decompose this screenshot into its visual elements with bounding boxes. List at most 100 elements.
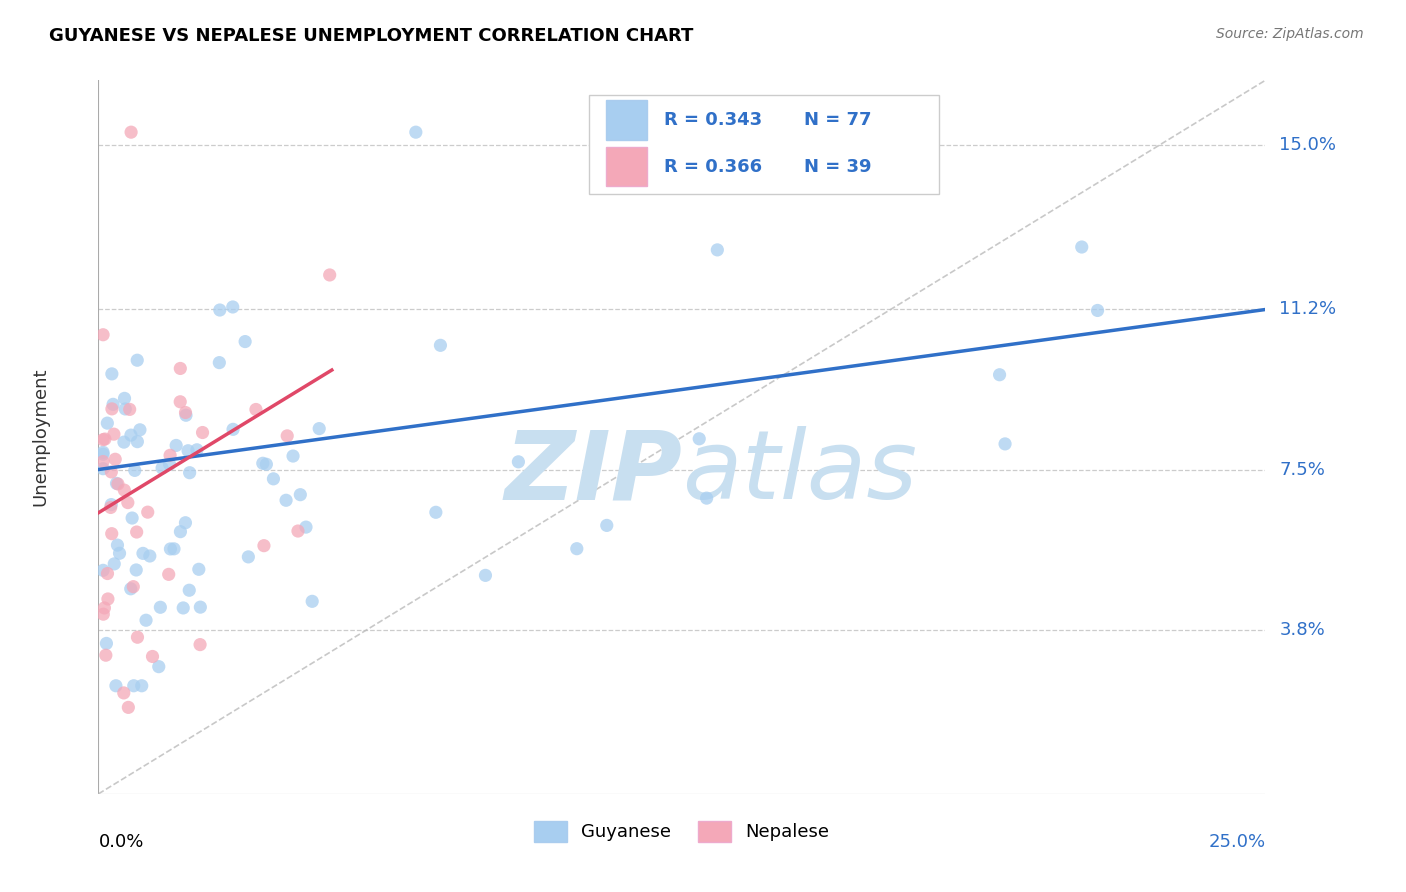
Point bbox=[91, 563, 114, 577]
Point bbox=[104, 452, 127, 467]
Text: 11.2%: 11.2% bbox=[1279, 301, 1337, 318]
Point bbox=[425, 505, 447, 519]
Point bbox=[157, 567, 180, 582]
Point bbox=[252, 456, 274, 470]
Point bbox=[405, 125, 427, 139]
Point bbox=[187, 562, 209, 576]
Point bbox=[125, 563, 148, 577]
Point bbox=[174, 516, 197, 530]
Point bbox=[114, 392, 136, 406]
Point bbox=[245, 402, 267, 417]
Point bbox=[129, 423, 152, 437]
Text: R = 0.343: R = 0.343 bbox=[665, 111, 762, 128]
Point bbox=[169, 361, 191, 376]
Point bbox=[179, 466, 201, 480]
Point bbox=[94, 432, 117, 446]
Text: R = 0.366: R = 0.366 bbox=[665, 158, 762, 176]
Text: ZIP: ZIP bbox=[503, 426, 682, 519]
Text: N = 39: N = 39 bbox=[804, 158, 872, 176]
Point bbox=[208, 303, 231, 318]
Point bbox=[308, 422, 330, 436]
Point bbox=[1070, 240, 1092, 254]
Point bbox=[295, 520, 318, 534]
Point bbox=[254, 457, 277, 471]
Point bbox=[112, 483, 135, 497]
Point bbox=[96, 636, 118, 650]
Point bbox=[177, 443, 200, 458]
Point bbox=[191, 425, 214, 440]
Point bbox=[179, 583, 201, 598]
Point bbox=[91, 454, 114, 468]
Text: Unemployment: Unemployment bbox=[31, 368, 49, 507]
Point bbox=[1087, 303, 1109, 318]
Point bbox=[174, 405, 197, 419]
Point bbox=[301, 594, 323, 608]
Point bbox=[148, 659, 170, 673]
Point bbox=[508, 455, 530, 469]
Point bbox=[274, 493, 297, 508]
Point bbox=[91, 327, 114, 342]
Point bbox=[100, 500, 122, 515]
Point bbox=[103, 427, 125, 442]
Point bbox=[125, 524, 148, 539]
Point bbox=[107, 538, 129, 552]
Point bbox=[132, 546, 155, 560]
Point bbox=[104, 679, 127, 693]
Point bbox=[149, 600, 172, 615]
Point bbox=[120, 125, 142, 139]
Point bbox=[101, 397, 124, 411]
Point bbox=[565, 541, 588, 556]
Point bbox=[188, 600, 211, 615]
FancyBboxPatch shape bbox=[606, 147, 647, 186]
Text: 15.0%: 15.0% bbox=[1279, 136, 1336, 154]
Point bbox=[122, 679, 145, 693]
Point bbox=[429, 338, 451, 352]
Text: 7.5%: 7.5% bbox=[1279, 460, 1326, 478]
FancyBboxPatch shape bbox=[589, 95, 939, 194]
Point bbox=[287, 524, 309, 538]
Point bbox=[101, 401, 124, 416]
Text: atlas: atlas bbox=[682, 426, 917, 519]
Point bbox=[112, 435, 135, 450]
Point bbox=[96, 416, 118, 430]
Point bbox=[94, 648, 117, 663]
Point bbox=[169, 524, 191, 539]
Point bbox=[100, 526, 122, 541]
Point bbox=[910, 104, 932, 119]
Point bbox=[112, 686, 135, 700]
Point bbox=[108, 546, 131, 560]
Text: 0.0%: 0.0% bbox=[98, 833, 143, 851]
Point bbox=[696, 491, 718, 505]
Point bbox=[163, 541, 186, 556]
Point bbox=[172, 601, 194, 615]
Point bbox=[118, 402, 141, 417]
Point bbox=[159, 457, 181, 471]
Point bbox=[208, 356, 231, 370]
Point bbox=[107, 477, 129, 491]
Point bbox=[222, 422, 245, 436]
Point bbox=[127, 630, 149, 644]
Point bbox=[124, 463, 146, 477]
Point bbox=[127, 434, 149, 449]
Point bbox=[169, 394, 191, 409]
Point bbox=[262, 472, 284, 486]
Text: Source: ZipAtlas.com: Source: ZipAtlas.com bbox=[1216, 27, 1364, 41]
Point bbox=[318, 268, 340, 282]
Point bbox=[91, 607, 114, 622]
Point bbox=[141, 649, 163, 664]
Point bbox=[159, 448, 181, 462]
Point bbox=[131, 679, 153, 693]
Point bbox=[97, 591, 120, 606]
Point bbox=[276, 429, 298, 443]
Point bbox=[100, 498, 122, 512]
Point bbox=[103, 557, 125, 571]
Text: N = 77: N = 77 bbox=[804, 111, 872, 128]
Point bbox=[253, 539, 276, 553]
Text: 3.8%: 3.8% bbox=[1279, 621, 1324, 639]
Legend: Guyanese, Nepalese: Guyanese, Nepalese bbox=[527, 814, 837, 849]
Point bbox=[474, 568, 496, 582]
Point bbox=[122, 580, 145, 594]
Point bbox=[136, 505, 159, 519]
Point bbox=[988, 368, 1011, 382]
Point bbox=[127, 353, 149, 368]
